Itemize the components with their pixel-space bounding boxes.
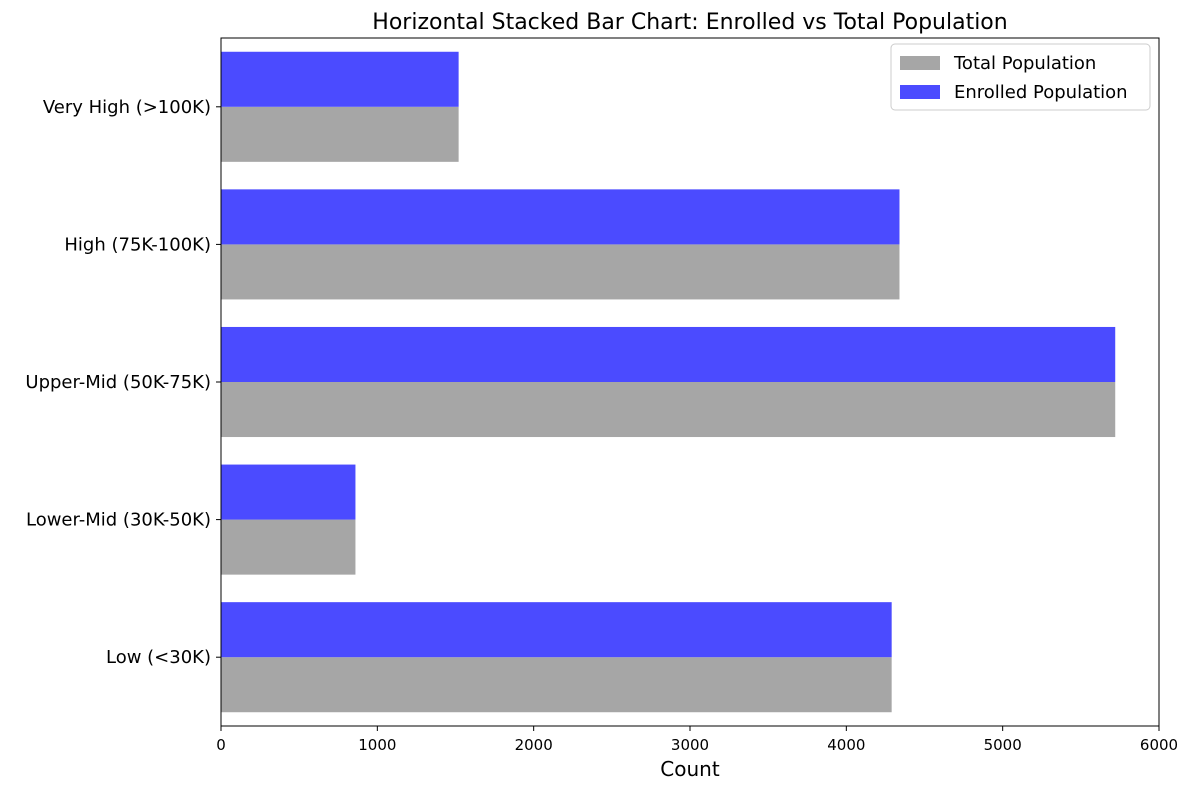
x-tick-label: 4000 [827, 736, 865, 754]
legend-box [890, 43, 1151, 111]
y-tick-label: High (75K-100K) [64, 234, 211, 255]
bar-enrolled-population [221, 464, 356, 520]
bar-enrolled-population [221, 51, 459, 107]
x-tick-label: 3000 [671, 736, 709, 754]
y-tick-label: Upper-Mid (50K-75K) [25, 372, 211, 393]
legend-swatch [900, 56, 940, 70]
legend-label: Enrolled Population [954, 82, 1128, 103]
y-tick-label: Low (<30K) [106, 647, 211, 668]
legend: Total Population Enrolled Population [890, 43, 1151, 111]
x-tick-label: 0 [216, 736, 226, 754]
bar-total-population [221, 106, 459, 162]
x-tick-label: 6000 [1140, 736, 1178, 754]
x-tick-label: 1000 [358, 736, 396, 754]
y-tick-label: Lower-Mid (30K-50K) [26, 510, 211, 531]
legend-swatch [900, 85, 940, 99]
bar-total-population [221, 382, 1116, 438]
bar-total-population [221, 244, 900, 300]
chart-title: Horizontal Stacked Bar Chart: Enrolled v… [372, 10, 1007, 35]
bar-total-population [221, 519, 356, 575]
bars-group [221, 51, 1116, 713]
x-tick-label: 5000 [984, 736, 1022, 754]
x-tick-label: 2000 [515, 736, 553, 754]
x-axis-label: Count [660, 757, 720, 781]
bar-enrolled-population [221, 326, 1116, 382]
bar-enrolled-population [221, 602, 892, 658]
bar-total-population [221, 657, 892, 713]
x-axis-ticks: 0 1000 2000 3000 4000 5000 6000 [216, 726, 1178, 754]
bar-enrolled-population [221, 189, 900, 245]
y-axis-categories: Low (<30K) Lower-Mid (30K-50K) Upper-Mid (… [25, 97, 221, 668]
legend-label: Total Population [953, 53, 1096, 74]
y-tick-label: Very High (>100K) [43, 97, 211, 118]
